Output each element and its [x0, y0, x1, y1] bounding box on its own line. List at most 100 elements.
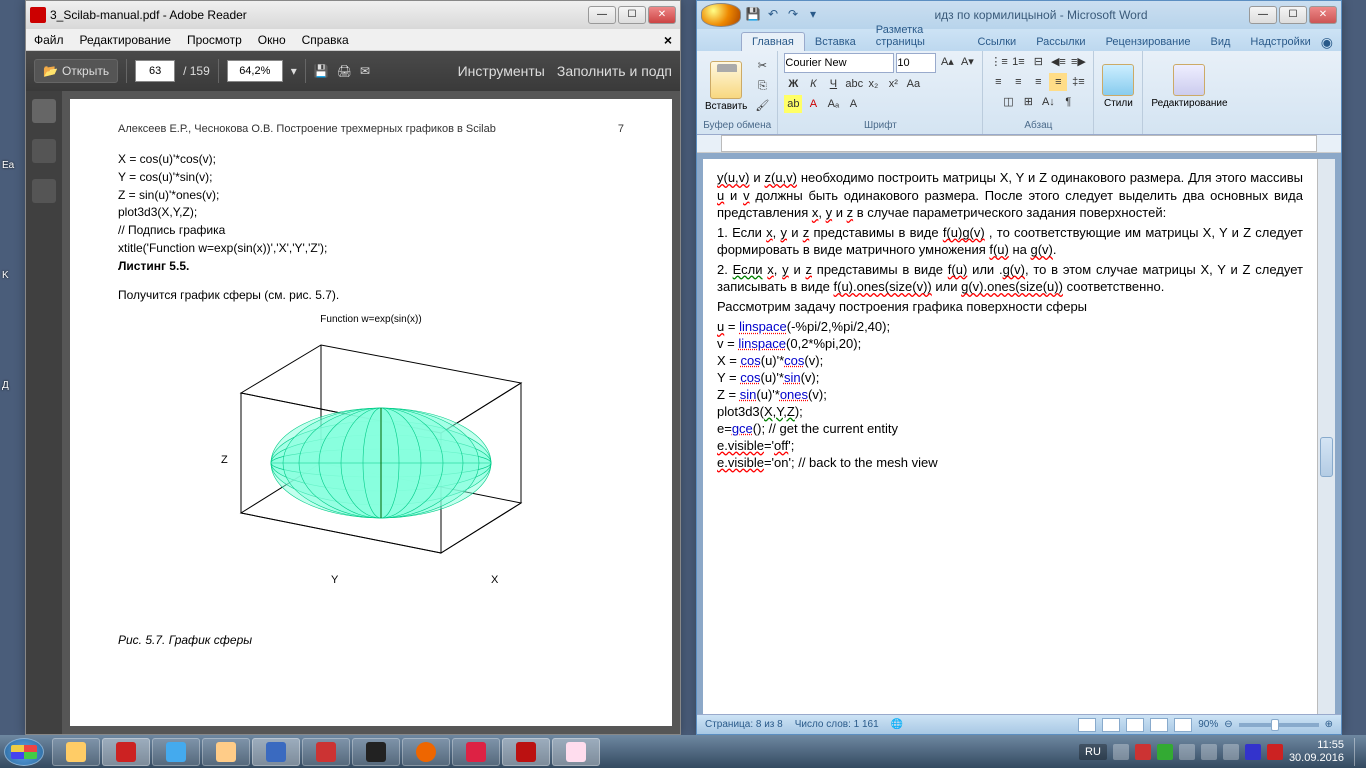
- undo-icon[interactable]: ↶: [765, 7, 781, 23]
- redo-icon[interactable]: ↷: [785, 7, 801, 23]
- task-powerpoint[interactable]: [452, 738, 500, 766]
- fill-sign-button[interactable]: Заполнить и подп: [557, 63, 672, 79]
- tray-action-center-icon[interactable]: [1223, 744, 1239, 760]
- save-icon[interactable]: 💾: [745, 7, 761, 23]
- bullets-icon[interactable]: ⋮≡: [989, 53, 1007, 71]
- font-name-select[interactable]: [784, 53, 894, 73]
- task-adobe-reader[interactable]: [502, 738, 550, 766]
- borders-icon[interactable]: ⊞: [1019, 93, 1037, 111]
- task-word[interactable]: [252, 738, 300, 766]
- font-size-select[interactable]: [896, 53, 936, 73]
- draft-view-icon[interactable]: [1174, 718, 1192, 732]
- numbering-icon[interactable]: 1≡: [1009, 53, 1027, 71]
- clear-format-icon[interactable]: Aₐ: [824, 95, 842, 113]
- maximize-button[interactable]: ☐: [618, 6, 646, 24]
- tools-button[interactable]: Инструменты: [458, 63, 545, 79]
- task-firefox[interactable]: [402, 738, 450, 766]
- task-app1[interactable]: [352, 738, 400, 766]
- task-opera[interactable]: [102, 738, 150, 766]
- status-page[interactable]: Страница: 8 из 8: [705, 719, 783, 730]
- menu-edit[interactable]: Редактирование: [80, 33, 171, 47]
- sort-icon[interactable]: A↓: [1039, 93, 1057, 111]
- editing-button[interactable]: Редактирование: [1149, 62, 1229, 111]
- tab-addins[interactable]: Надстройки: [1240, 33, 1320, 51]
- shrink-font-icon[interactable]: A▾: [958, 53, 976, 71]
- web-layout-view-icon[interactable]: [1126, 718, 1144, 732]
- tray-icon[interactable]: [1157, 744, 1173, 760]
- indent-inc-icon[interactable]: ≡▶: [1069, 53, 1087, 71]
- tray-network-icon[interactable]: [1201, 744, 1217, 760]
- multilevel-icon[interactable]: ⊟: [1029, 53, 1047, 71]
- scroll-thumb[interactable]: [1320, 437, 1333, 477]
- shading-icon[interactable]: ◫: [999, 93, 1017, 111]
- document-close-button[interactable]: ×: [664, 32, 672, 48]
- office-button[interactable]: [701, 3, 741, 27]
- status-lang-icon[interactable]: 🌐: [891, 719, 903, 730]
- tray-icon[interactable]: [1135, 744, 1151, 760]
- show-marks-icon[interactable]: ¶: [1059, 93, 1077, 111]
- grow-font-icon[interactable]: A▴: [938, 53, 956, 71]
- tray-volume-icon[interactable]: [1179, 744, 1195, 760]
- page-number-input[interactable]: [135, 60, 175, 82]
- paste-button[interactable]: Вставить: [703, 59, 749, 114]
- bookmark-icon[interactable]: [32, 139, 56, 163]
- tab-insert[interactable]: Вставка: [805, 33, 866, 51]
- maximize-button[interactable]: ☐: [1279, 6, 1307, 24]
- line-spacing-icon[interactable]: ‡≡: [1069, 73, 1087, 91]
- tab-view[interactable]: Вид: [1201, 33, 1241, 51]
- font-color-icon[interactable]: A: [804, 95, 822, 113]
- highlight-icon[interactable]: ab: [784, 95, 802, 113]
- qat-dropdown-icon[interactable]: ▾: [805, 7, 821, 23]
- word-titlebar[interactable]: 💾 ↶ ↷ ▾ идз по кормилицыной - Microsoft …: [697, 1, 1341, 29]
- print-layout-view-icon[interactable]: [1078, 718, 1096, 732]
- save-icon[interactable]: 💾: [314, 64, 329, 78]
- subscript-button[interactable]: x₂: [864, 75, 882, 93]
- start-button[interactable]: [4, 738, 44, 766]
- menu-window[interactable]: Окно: [258, 33, 286, 47]
- zoom-in-button[interactable]: ⊕: [1325, 719, 1333, 730]
- strike-button[interactable]: abc: [844, 75, 862, 93]
- superscript-button[interactable]: x²: [884, 75, 902, 93]
- attachment-icon[interactable]: [32, 179, 56, 203]
- adobe-titlebar[interactable]: 3_Scilab-manual.pdf - Adobe Reader — ☐ ✕: [26, 1, 680, 29]
- minimize-button[interactable]: —: [1249, 6, 1277, 24]
- tab-review[interactable]: Рецензирование: [1096, 33, 1201, 51]
- email-icon[interactable]: ✉: [360, 64, 370, 78]
- tray-icon[interactable]: [1245, 744, 1261, 760]
- menu-view[interactable]: Просмотр: [187, 33, 242, 47]
- change-case-icon[interactable]: Aa: [904, 75, 922, 93]
- tray-clock[interactable]: 11:55 30.09.2016: [1289, 739, 1348, 763]
- indent-dec-icon[interactable]: ◀≡: [1049, 53, 1067, 71]
- close-button[interactable]: ✕: [648, 6, 676, 24]
- full-screen-view-icon[interactable]: [1102, 718, 1120, 732]
- italic-button[interactable]: К: [804, 75, 822, 93]
- char-border-icon[interactable]: A: [844, 95, 862, 113]
- task-paint[interactable]: [552, 738, 600, 766]
- minimize-button[interactable]: —: [588, 6, 616, 24]
- zoom-label[interactable]: 90%: [1198, 719, 1218, 730]
- ruler[interactable]: [697, 135, 1341, 153]
- print-icon[interactable]: 🖨: [337, 64, 352, 78]
- close-button[interactable]: ✕: [1309, 6, 1337, 24]
- menu-file[interactable]: Файл: [34, 33, 64, 47]
- tray-show-hidden-icon[interactable]: [1113, 744, 1129, 760]
- help-icon[interactable]: ◉: [1321, 34, 1333, 51]
- status-words[interactable]: Число слов: 1 161: [795, 719, 879, 730]
- open-button[interactable]: 📂Открыть: [34, 59, 118, 83]
- show-desktop-button[interactable]: [1354, 738, 1362, 766]
- zoom-out-button[interactable]: ⊖: [1224, 719, 1232, 730]
- task-folder[interactable]: [202, 738, 250, 766]
- task-ie[interactable]: [152, 738, 200, 766]
- format-painter-icon[interactable]: 🖌: [753, 97, 771, 115]
- tab-layout[interactable]: Разметка страницы: [866, 21, 968, 51]
- tab-home[interactable]: Главная: [741, 32, 805, 51]
- outline-view-icon[interactable]: [1150, 718, 1168, 732]
- styles-button[interactable]: Стили: [1100, 62, 1136, 111]
- word-page[interactable]: y(u,v) и z(u,v) необходимо построить мат…: [703, 159, 1317, 714]
- task-explorer[interactable]: [52, 738, 100, 766]
- bold-button[interactable]: Ж: [784, 75, 802, 93]
- vertical-scrollbar[interactable]: [1317, 159, 1335, 714]
- underline-button[interactable]: Ч: [824, 75, 842, 93]
- tab-mailings[interactable]: Рассылки: [1026, 33, 1095, 51]
- zoom-dropdown-icon[interactable]: ▾: [291, 64, 297, 78]
